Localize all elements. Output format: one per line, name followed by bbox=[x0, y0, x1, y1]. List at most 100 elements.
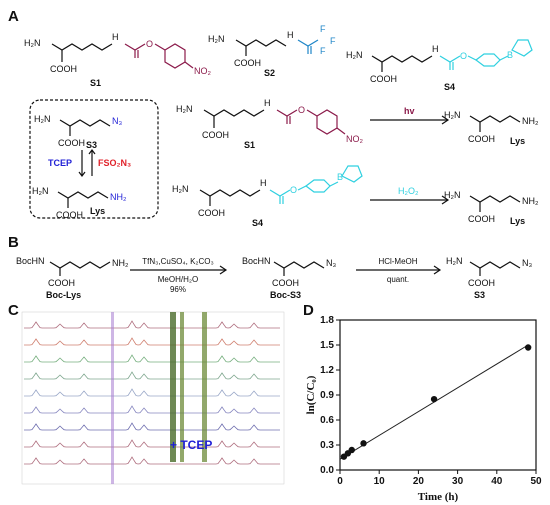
s1b-nh: H bbox=[264, 98, 271, 108]
label-s1-top: S1 bbox=[90, 78, 101, 88]
label-lys-rb: Lys bbox=[510, 216, 525, 226]
bocl-bochn: BocHN bbox=[16, 256, 45, 266]
panel-d-label: D bbox=[303, 302, 314, 319]
reagent-hv: hv bbox=[404, 106, 415, 116]
s4b-cooh: COOH bbox=[198, 208, 225, 218]
chart-data-point bbox=[348, 446, 355, 454]
nmr-traces bbox=[24, 320, 280, 465]
s1b-h2n: H₂N bbox=[176, 104, 193, 114]
s3-chain bbox=[59, 119, 111, 127]
chart-y-tick-label: 1.8 bbox=[320, 315, 334, 326]
s1-cooh: COOH bbox=[50, 64, 77, 74]
reagent-b2-bottom: quant. bbox=[387, 275, 409, 284]
nmr-peak-c bbox=[202, 312, 207, 462]
label-s2: S2 bbox=[264, 68, 275, 78]
s2-f3: F bbox=[320, 46, 326, 56]
nmr-trace bbox=[24, 456, 280, 465]
reagent-b1-yield: 96% bbox=[170, 285, 186, 294]
s4-cooh: COOH bbox=[370, 74, 397, 84]
label-boc-s3: Boc-S3 bbox=[270, 290, 301, 300]
s1b-o: O bbox=[298, 105, 305, 115]
chart-y-tick-label: 0.6 bbox=[320, 415, 334, 426]
label-s3-final: S3 bbox=[474, 290, 485, 300]
chart-data-point bbox=[524, 344, 532, 351]
chart-data-point bbox=[360, 440, 367, 447]
chart-y-tick-label: 0.3 bbox=[320, 440, 334, 451]
s1-no2: NO₂ bbox=[194, 66, 212, 76]
s1-h2n: H₂N bbox=[24, 38, 41, 48]
nmr-peak-b bbox=[180, 312, 184, 462]
s4-h2n: H₂N bbox=[346, 50, 363, 60]
nmr-stack: + TCEP bbox=[21, 311, 285, 485]
chart-plot-frame bbox=[339, 319, 537, 471]
reagent-tcep: TCEP bbox=[48, 158, 72, 168]
chart-y-tick-label: 1.2 bbox=[320, 365, 334, 376]
lys-box-cooh: COOH bbox=[56, 210, 83, 220]
reagent-b2-top: HCl-MeOH bbox=[378, 257, 417, 266]
bocl-nh2: NH₂ bbox=[112, 258, 129, 268]
s4-o: O bbox=[460, 51, 467, 61]
chart-x-tick-label: 30 bbox=[452, 476, 464, 487]
s4b-chain bbox=[199, 189, 261, 197]
lys-rt-cooh: COOH bbox=[468, 134, 495, 144]
lys-box-h2n: H₂N bbox=[32, 186, 49, 196]
bocs3-cooh: COOH bbox=[272, 278, 299, 288]
boc-lys-chain bbox=[49, 261, 111, 269]
bocs3-n3: N₃ bbox=[326, 258, 336, 268]
panel-a-label: A bbox=[8, 8, 19, 25]
chart-x-tick-label: 10 bbox=[374, 476, 386, 487]
nmr-peak-a bbox=[170, 312, 176, 462]
label-lys-box: Lys bbox=[90, 206, 105, 216]
s2-f1: F bbox=[320, 24, 326, 34]
s1b-no2: NO₂ bbox=[346, 134, 364, 144]
s2-chain bbox=[235, 39, 287, 47]
lys-rb-h2n: H₂N bbox=[444, 190, 461, 200]
s1-benzene bbox=[164, 43, 186, 69]
s4b-b: B bbox=[337, 172, 343, 182]
nmr-trace bbox=[24, 388, 280, 397]
nmr-trace bbox=[24, 337, 280, 346]
lys-rt-nh2: NH₂ bbox=[522, 116, 539, 126]
lys-box-chain bbox=[57, 191, 109, 199]
label-boc-lys: Boc-Lys bbox=[46, 290, 81, 300]
s2-cooh: COOH bbox=[234, 58, 261, 68]
nmr-trace bbox=[24, 371, 280, 380]
nmr-peak-solvent bbox=[111, 312, 114, 484]
chart-x-tick-label: 50 bbox=[530, 476, 542, 487]
lys-box-nh2: NH₂ bbox=[110, 192, 127, 202]
s1-carbamate bbox=[124, 43, 146, 51]
boc-s3-chain bbox=[273, 261, 325, 269]
reagent-h2o2: H₂O₂ bbox=[398, 186, 419, 196]
nmr-trace bbox=[24, 354, 280, 363]
equilibrium-box bbox=[29, 99, 159, 219]
chart-x-tick-label: 20 bbox=[413, 476, 425, 487]
bocl-cooh: COOH bbox=[48, 278, 75, 288]
s4-b: B bbox=[507, 50, 513, 60]
lys-rb-cooh: COOH bbox=[468, 214, 495, 224]
s2-h2n: H₂N bbox=[208, 34, 225, 44]
label-s4-low: S4 bbox=[252, 218, 263, 228]
chart-x-axis-label: Time (h) bbox=[418, 491, 459, 503]
nmr-trace bbox=[24, 405, 280, 414]
s4-nh: H bbox=[432, 44, 439, 54]
panel-b-label: B bbox=[8, 234, 19, 251]
reagent-b1-top: TfN₃,CuSO₄, K₂CO₃ bbox=[142, 257, 214, 266]
s3-cooh: COOH bbox=[58, 138, 85, 148]
lys-rb-nh2: NH₂ bbox=[522, 196, 539, 206]
label-lys-rt: Lys bbox=[510, 136, 525, 146]
s3-final-chain bbox=[469, 261, 521, 269]
nmr-trace bbox=[24, 422, 280, 431]
bocs3-bochn: BocHN bbox=[242, 256, 271, 266]
s4b-h2n: H₂N bbox=[172, 184, 189, 194]
s1b-cooh: COOH bbox=[202, 130, 229, 140]
chart-y-tick-label: 0.0 bbox=[320, 465, 334, 476]
lys-right-bottom-chain bbox=[469, 195, 521, 203]
s1-nh: H bbox=[112, 32, 119, 42]
chart-x-tick-label: 40 bbox=[491, 476, 503, 487]
s2-nh: H bbox=[287, 30, 294, 40]
s2-amide bbox=[297, 39, 319, 47]
s4b-o: O bbox=[290, 185, 297, 195]
nmr-trace bbox=[24, 439, 280, 448]
s3f-n3: N₃ bbox=[522, 258, 532, 268]
